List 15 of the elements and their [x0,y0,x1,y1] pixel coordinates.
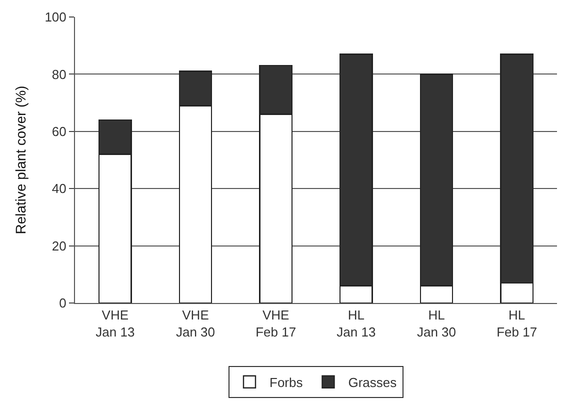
x-tick-label: HL Jan 30 [416,308,456,340]
y-axis-title: Relative plant cover (%) [12,86,28,234]
x-tick-label: HL Feb 17 [496,308,538,340]
x-tick-label: VHE Jan 30 [176,308,216,340]
y-tick-label: 60 [52,124,66,139]
y-tick-label: 20 [52,238,66,254]
y-tick-label: 100 [44,10,66,25]
legend-label: Forbs [270,374,304,390]
x-tick-label: VHE Jan 13 [96,308,135,340]
legend-label: Grasses [348,374,398,390]
y-tick-label: 40 [52,181,66,196]
x-tick-label: VHE Feb 17 [256,308,296,340]
x-tick-label: HL Jan 13 [336,308,376,340]
y-tick-label: 0 [59,296,66,311]
y-tick-label: 80 [52,66,66,82]
